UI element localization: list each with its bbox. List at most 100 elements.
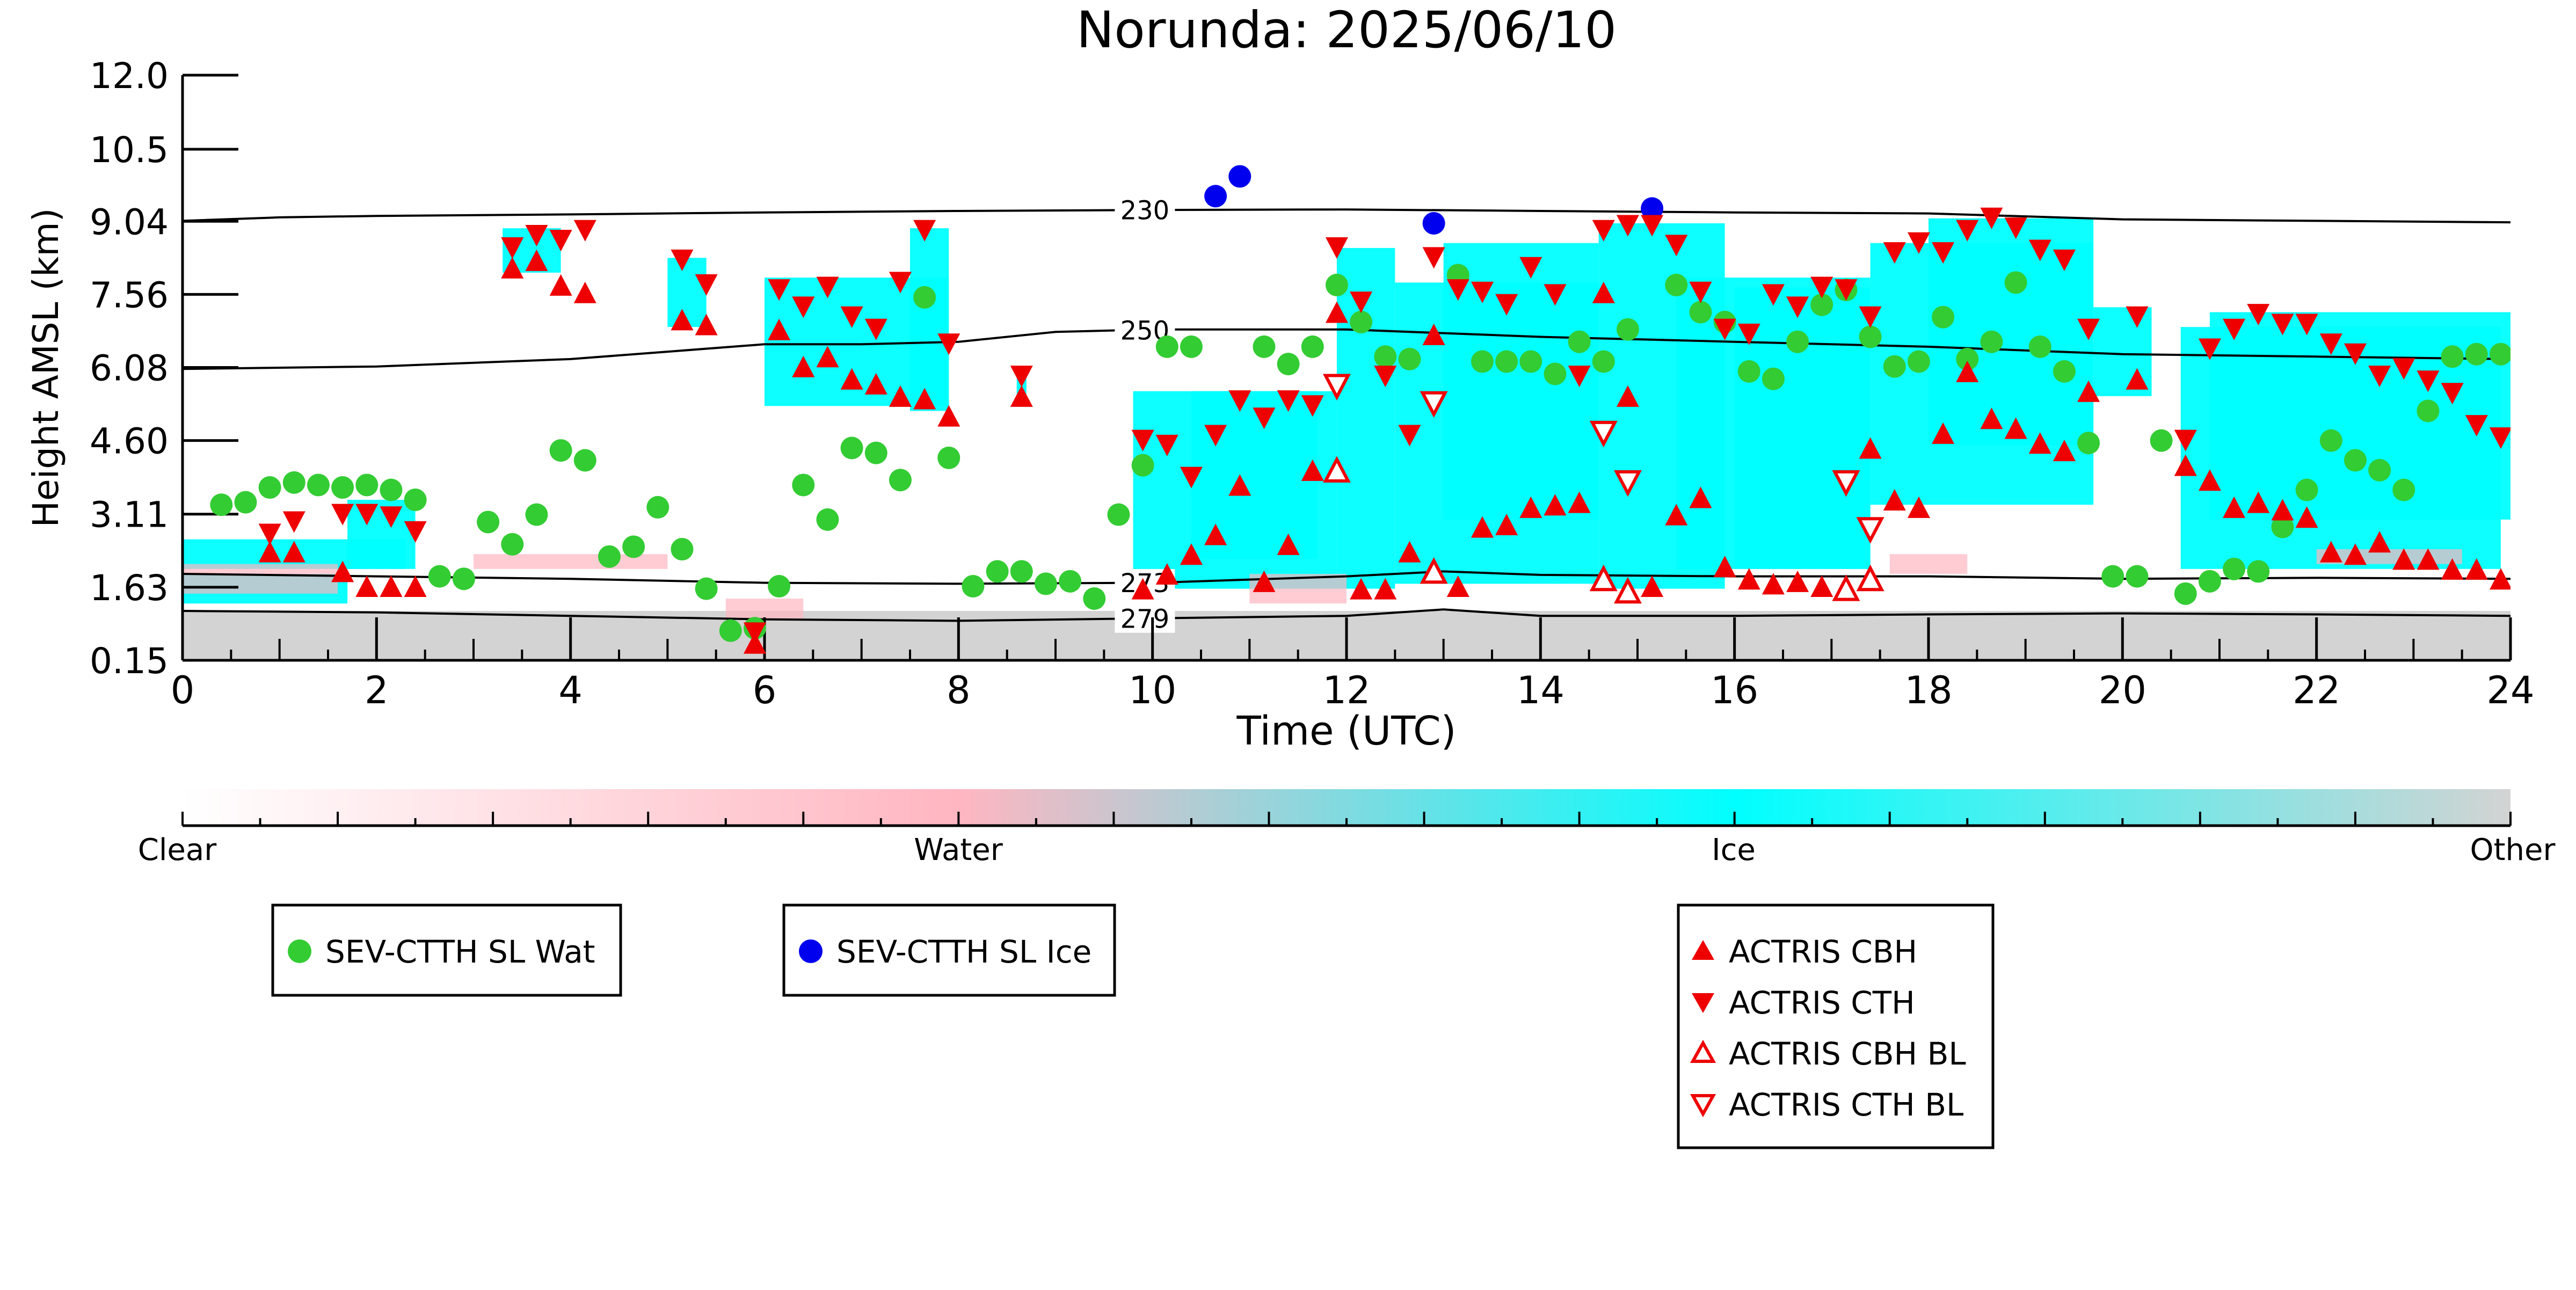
point-sev-ctth-sl-wat	[1325, 273, 1348, 296]
point-actris-cth	[792, 296, 815, 318]
point-sev-ctth-sl-wat	[2271, 515, 2294, 538]
point-actris-cth	[380, 506, 403, 528]
cloud-ice-region	[1443, 243, 1599, 520]
point-actris-cbh-bl	[1420, 557, 1448, 584]
point-actris-cbh-bl	[1613, 577, 1642, 604]
point-actris-cbh	[1374, 578, 1397, 600]
point-sev-ctth-sl-wat	[1519, 350, 1542, 373]
point-sev-ctth-sl-wat	[2489, 342, 2510, 366]
isotherm-line	[182, 208, 2511, 224]
point-actris-cbh	[331, 560, 354, 582]
point-actris-cth	[2392, 358, 2415, 380]
point-actris-cth	[573, 220, 596, 242]
point-actris-cth-bl	[1589, 420, 1618, 448]
point-actris-cth	[1471, 281, 1494, 303]
point-actris-cth	[2247, 304, 2270, 326]
point-actris-cth	[2223, 318, 2246, 340]
point-actris-cbh	[1810, 575, 1833, 597]
point-actris-cth	[2417, 370, 2440, 392]
point-actris-cth	[1786, 296, 1809, 318]
point-actris-cth	[743, 622, 766, 644]
point-actris-cbh	[816, 346, 839, 368]
point-actris-cth-bl	[1832, 470, 1860, 497]
point-actris-cbh	[2392, 548, 2415, 570]
point-actris-cth	[1883, 242, 1906, 264]
point-actris-cbh	[1956, 360, 1979, 382]
cloud-ice-region	[1336, 247, 1395, 589]
point-sev-ctth-sl-wat	[2417, 399, 2440, 422]
legend-marker-actris-cth-bl	[1690, 1094, 1716, 1118]
colorbar-label-clear: Clear	[138, 833, 217, 868]
point-actris-cbh	[1689, 486, 1712, 508]
x-tick-label: 4	[558, 668, 583, 712]
x-tick-label: 6	[753, 668, 777, 712]
legend-sev-ice: SEV-CTTH SL Ice	[782, 903, 1116, 997]
point-actris-cth	[2368, 366, 2391, 388]
legend-box	[782, 903, 1116, 997]
point-actris-cbh	[1471, 516, 1494, 538]
isotherm-label: 230	[1120, 195, 1170, 225]
point-actris-cbh	[1519, 496, 1542, 518]
cloud-water-region	[725, 599, 804, 618]
point-sev-ctth-sl-wat	[258, 476, 281, 499]
point-actris-cth	[1422, 247, 1445, 269]
point-actris-cth	[331, 504, 354, 526]
point-sev-ctth-sl-wat	[792, 473, 815, 497]
point-actris-cth	[1544, 284, 1567, 306]
point-actris-cbh	[1131, 578, 1154, 600]
point-actris-cbh	[404, 575, 427, 597]
point-actris-cth	[1155, 434, 1178, 456]
point-sev-ctth-sl-wat	[573, 449, 596, 472]
data-markers	[210, 165, 2510, 654]
point-actris-cth	[913, 220, 936, 242]
point-actris-cbh	[889, 385, 912, 407]
y-axis-label: Height AMSL (km)	[25, 208, 67, 528]
point-sev-ctth-sl-wat	[962, 575, 985, 598]
point-actris-cth	[2441, 383, 2464, 405]
point-sev-ctth-sl-wat	[816, 508, 839, 531]
point-sev-ctth-sl-wat	[1010, 560, 1033, 583]
point-actris-cbh	[671, 309, 694, 331]
point-sev-ctth-sl-wat	[2344, 449, 2367, 472]
point-actris-cbh	[1446, 575, 1469, 597]
point-actris-cth	[1325, 237, 1348, 259]
point-actris-cth	[937, 333, 960, 355]
point-actris-cbh	[1253, 570, 1276, 592]
point-sev-ctth-sl-wat	[2004, 271, 2027, 294]
point-sev-ctth-sl-wat	[1398, 347, 1421, 370]
point-sev-ctth-sl-wat	[2126, 565, 2149, 588]
point-actris-cth	[1131, 429, 1154, 451]
point-sev-ctth-sl-wat	[2174, 582, 2197, 605]
legend-marker-sev-ice	[799, 939, 823, 963]
point-actris-cbh	[2295, 506, 2318, 528]
point-actris-cth	[1762, 284, 1785, 306]
point-actris-cth	[1665, 235, 1688, 257]
x-tick-label: 10	[1129, 668, 1176, 712]
point-sev-ctth-sl-wat	[210, 493, 233, 516]
point-actris-cth	[768, 279, 791, 301]
point-actris-cbh	[1398, 541, 1421, 563]
colorbar-label-water: Water	[914, 833, 1003, 868]
point-sev-ctth-sl-wat	[913, 286, 936, 309]
cloud-ice-region	[667, 258, 707, 327]
point-actris-cth	[695, 274, 718, 296]
point-actris-cth	[501, 237, 524, 259]
point-actris-cth	[2198, 338, 2221, 360]
point-actris-cbh	[2174, 454, 2197, 476]
isotherm-line	[182, 608, 2511, 622]
y-tick-label: 6.08	[90, 348, 169, 389]
point-actris-cbh	[2344, 543, 2367, 565]
isotherm-label-bg	[1115, 604, 1175, 633]
legend-sev-wat: SEV-CTTH SL Wat	[271, 903, 622, 997]
point-sev-ctth-sl-wat	[695, 577, 718, 600]
x-tick-label: 2	[365, 668, 389, 712]
point-actris-cbh	[1786, 570, 1809, 592]
point-actris-cbh-bl	[1322, 456, 1351, 483]
y-tick-label: 12.0	[90, 55, 169, 97]
colorbar-label-other: Other	[2470, 833, 2556, 868]
point-sev-ctth-sl-wat	[1689, 301, 1712, 324]
point-actris-cth	[1010, 366, 1033, 388]
point-sev-ctth-sl-wat	[1495, 350, 1518, 373]
point-actris-cth	[840, 306, 863, 328]
point-sev-ctth-sl-wat	[1301, 335, 1324, 358]
